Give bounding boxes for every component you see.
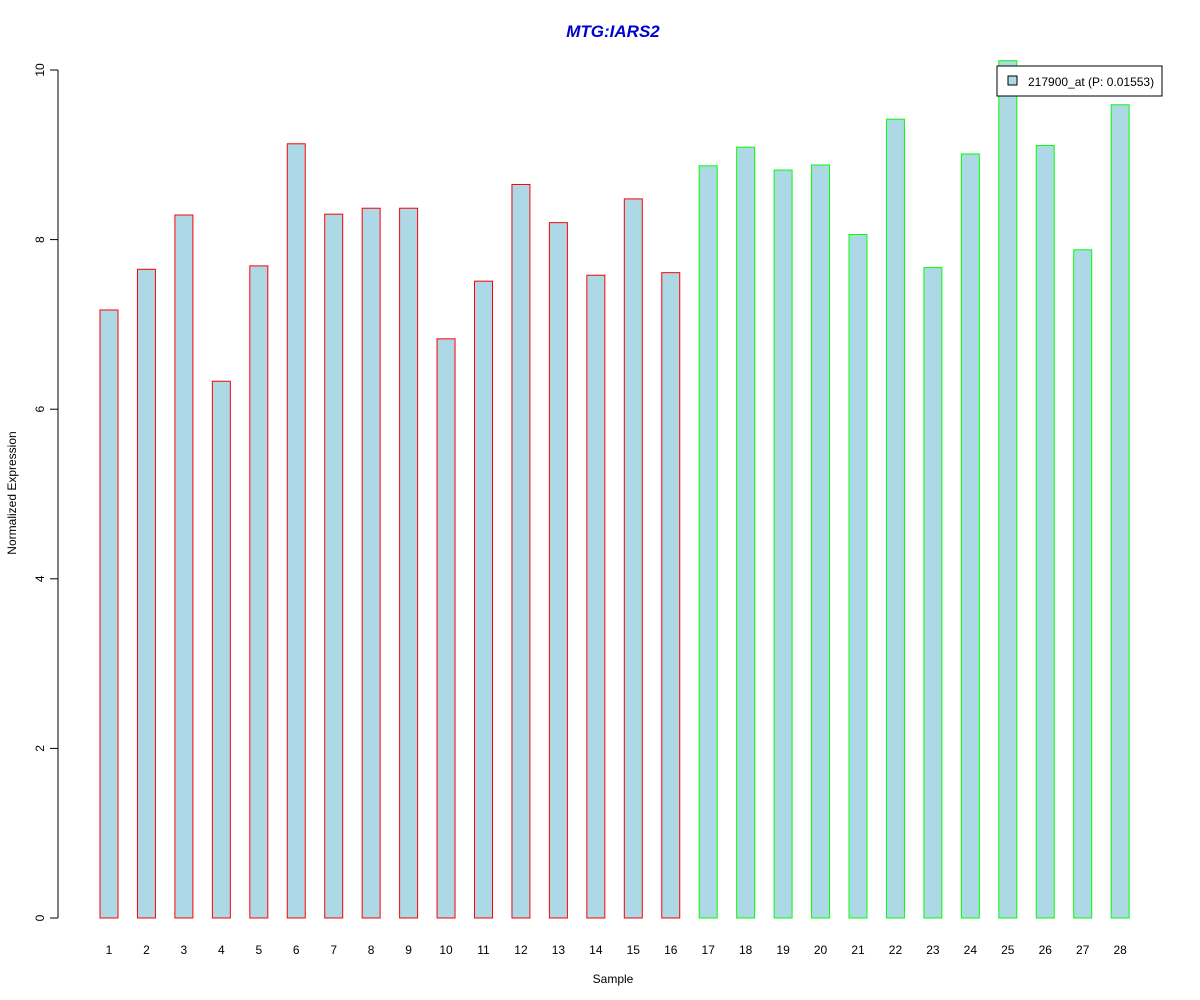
bar-sample-26 (1035, 144, 1055, 919)
bar-sample-20 (811, 164, 831, 919)
bar-sample-18 (736, 146, 756, 919)
x-tick-label: 14 (589, 943, 603, 957)
x-tick-label: 11 (477, 943, 490, 957)
x-tick-label: 6 (293, 943, 300, 957)
x-tick-label: 22 (889, 943, 903, 957)
bar-sample-3 (174, 214, 194, 919)
bar-sample-9 (399, 207, 419, 919)
y-tick-label: 10 (33, 63, 47, 77)
x-tick-label: 20 (814, 943, 828, 957)
legend-entry: 217900_at (P: 0.01553) (1028, 75, 1154, 89)
x-tick-label: 16 (664, 943, 678, 957)
bar-sample-12 (511, 183, 531, 919)
legend: 217900_at (P: 0.01553) (996, 65, 1163, 97)
bar-sample-24 (960, 153, 980, 919)
x-axis-label: Sample (593, 972, 634, 986)
bar-sample-15 (623, 198, 643, 919)
y-tick-label: 4 (33, 575, 47, 582)
x-tick-labels: 1 2 3 4 5 6 7 8 9 10 11 12 13 14 15 16 17 18 19 20 21 22 23 24 2… (106, 943, 1127, 957)
x-tick-label: 3 (181, 943, 188, 957)
bar-sample-19 (773, 169, 793, 919)
bar-sample-4 (211, 380, 231, 919)
bar-sample-16 (661, 272, 681, 919)
legend-swatch (1007, 75, 1018, 86)
bar-sample-8 (361, 207, 381, 919)
bars (99, 60, 1130, 919)
x-tick-label: 10 (439, 943, 453, 957)
bar-sample-1 (99, 309, 119, 919)
x-tick-label: 24 (964, 943, 978, 957)
y-tick-label: 2 (33, 745, 47, 752)
x-tick-label: 4 (218, 943, 225, 957)
bar-sample-5 (249, 265, 269, 919)
y-tick-label: 0 (33, 914, 47, 921)
y-axis-label: Normalized Expression (5, 431, 19, 554)
x-tick-label: 26 (1039, 943, 1053, 957)
x-tick-label: 23 (926, 943, 940, 957)
x-tick-label: 25 (1001, 943, 1015, 957)
x-tick-label: 5 (255, 943, 262, 957)
x-tick-label: 13 (552, 943, 566, 957)
x-tick-label: 15 (627, 943, 641, 957)
y-tick-label: 8 (33, 236, 47, 243)
bar-sample-2 (136, 268, 156, 919)
y-tick-label: 6 (33, 406, 47, 413)
x-tick-label: 2 (143, 943, 150, 957)
x-tick-label: 19 (776, 943, 790, 957)
x-tick-label: 21 (851, 943, 865, 957)
x-tick-label: 12 (514, 943, 528, 957)
bar-sample-25 (998, 60, 1018, 919)
x-tick-label: 28 (1113, 943, 1127, 957)
x-tick-label: 1 (106, 943, 113, 957)
bar-sample-14 (586, 274, 606, 919)
bar-sample-6 (286, 143, 306, 919)
bar-sample-22 (885, 118, 905, 919)
bar-sample-17 (698, 165, 718, 919)
chart-title: MTG:IARS2 (566, 22, 660, 41)
bar-sample-10 (436, 338, 456, 919)
x-tick-label: 27 (1076, 943, 1090, 957)
bar-sample-23 (923, 267, 943, 919)
x-tick-label: 8 (368, 943, 375, 957)
x-tick-label: 9 (405, 943, 412, 957)
x-tick-label: 18 (739, 943, 753, 957)
bar-sample-21 (848, 234, 868, 919)
x-tick-label: 7 (330, 943, 337, 957)
legend-box (996, 65, 1163, 97)
bar-sample-7 (324, 213, 344, 919)
bar-sample-27 (1073, 249, 1093, 919)
bar-sample-11 (474, 280, 493, 919)
x-tick-label: 17 (702, 943, 716, 957)
bar-sample-13 (548, 222, 568, 919)
y-axis: 0 2 4 6 8 10 (33, 63, 59, 921)
bar-sample-28 (1110, 104, 1130, 919)
